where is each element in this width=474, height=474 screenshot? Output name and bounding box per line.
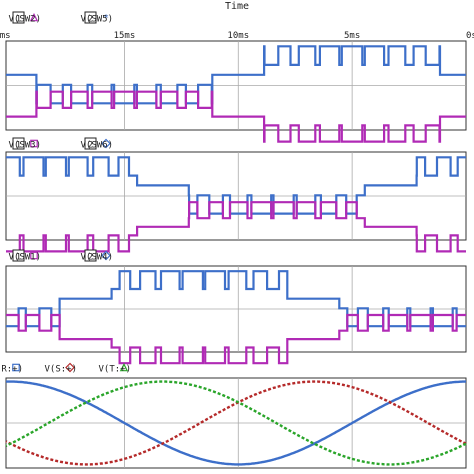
legend: 1V(SW1) 2V(SW4): [8, 249, 113, 263]
series-line: [6, 45, 466, 105]
legend-label: V(SW3): [8, 141, 41, 151]
square-marker-icon: [12, 363, 20, 372]
square-marker-icon: [30, 139, 38, 148]
diamond-marker-icon: [101, 250, 111, 261]
star-marker-icon: *: [103, 13, 109, 24]
time-axis: Time 0s 5ms 10ms 15ms 20ms: [0, 1, 474, 41]
legend-number-box[interactable]: [84, 137, 97, 150]
plot-panels: 1V(SW2) 2 *V(SW5)1V(SW3) 2V(SW6)1V(SW1) 2V(S…: [0, 11, 467, 469]
series-line: [6, 156, 466, 215]
legend-number: 2: [88, 253, 93, 263]
square-marker-icon: [30, 251, 38, 260]
legend-number-box[interactable]: [12, 249, 25, 262]
legend-number: 1: [16, 141, 21, 151]
time-axis-title: Time: [225, 1, 249, 12]
diamond-marker-icon: [65, 362, 75, 373]
triangle-marker-icon: [29, 12, 39, 22]
legend-number: 1: [16, 15, 21, 25]
legend-label: V(T:+): [98, 365, 131, 375]
panel-2: 1V(SW3) 2V(SW6): [5, 137, 467, 253]
legend-number-box[interactable]: [12, 137, 25, 150]
legend-label: V(SW4): [80, 253, 113, 263]
time-tick-label: 5ms: [344, 31, 360, 41]
legend-label: V(SW6): [80, 141, 113, 151]
triangle-marker-icon: [119, 362, 129, 372]
diamond-marker-icon: [101, 138, 111, 149]
legend: 1V(SW3) 2V(SW6): [8, 137, 113, 151]
legend: 1V(SW2) 2 *V(SW5): [8, 11, 113, 25]
series-line: [6, 201, 466, 253]
panel-3: 1V(SW1) 2V(SW4): [5, 249, 467, 365]
legend-label: V(R:+): [0, 365, 23, 375]
legend-number: 2: [88, 141, 93, 151]
time-tick-label: 20ms: [0, 31, 11, 41]
panel-4: V(R:+) V(S:+) V(T:+): [0, 362, 467, 469]
series-line: [6, 90, 466, 143]
series-line: [5, 380, 467, 466]
legend-label: V(SW5): [80, 15, 113, 25]
series-line: [6, 313, 466, 365]
time-tick-label: 10ms: [227, 31, 249, 41]
legend-label: V(S:+): [44, 365, 77, 375]
legend-number-box[interactable]: [84, 249, 97, 262]
legend-number: 2: [88, 15, 93, 25]
legend-number-box[interactable]: [12, 11, 25, 24]
series-line: [5, 380, 467, 466]
panel-1: 1V(SW2) 2 *V(SW5): [5, 11, 467, 143]
legend-number-box[interactable]: [84, 11, 97, 24]
legend-label: V(SW2): [8, 15, 41, 25]
time-tick-label: 15ms: [114, 31, 136, 41]
legend-number: 1: [16, 253, 21, 263]
time-tick-label: 0s: [466, 31, 474, 41]
legend: V(R:+) V(S:+) V(T:+): [0, 362, 131, 375]
legend-label: V(SW1): [8, 253, 41, 263]
